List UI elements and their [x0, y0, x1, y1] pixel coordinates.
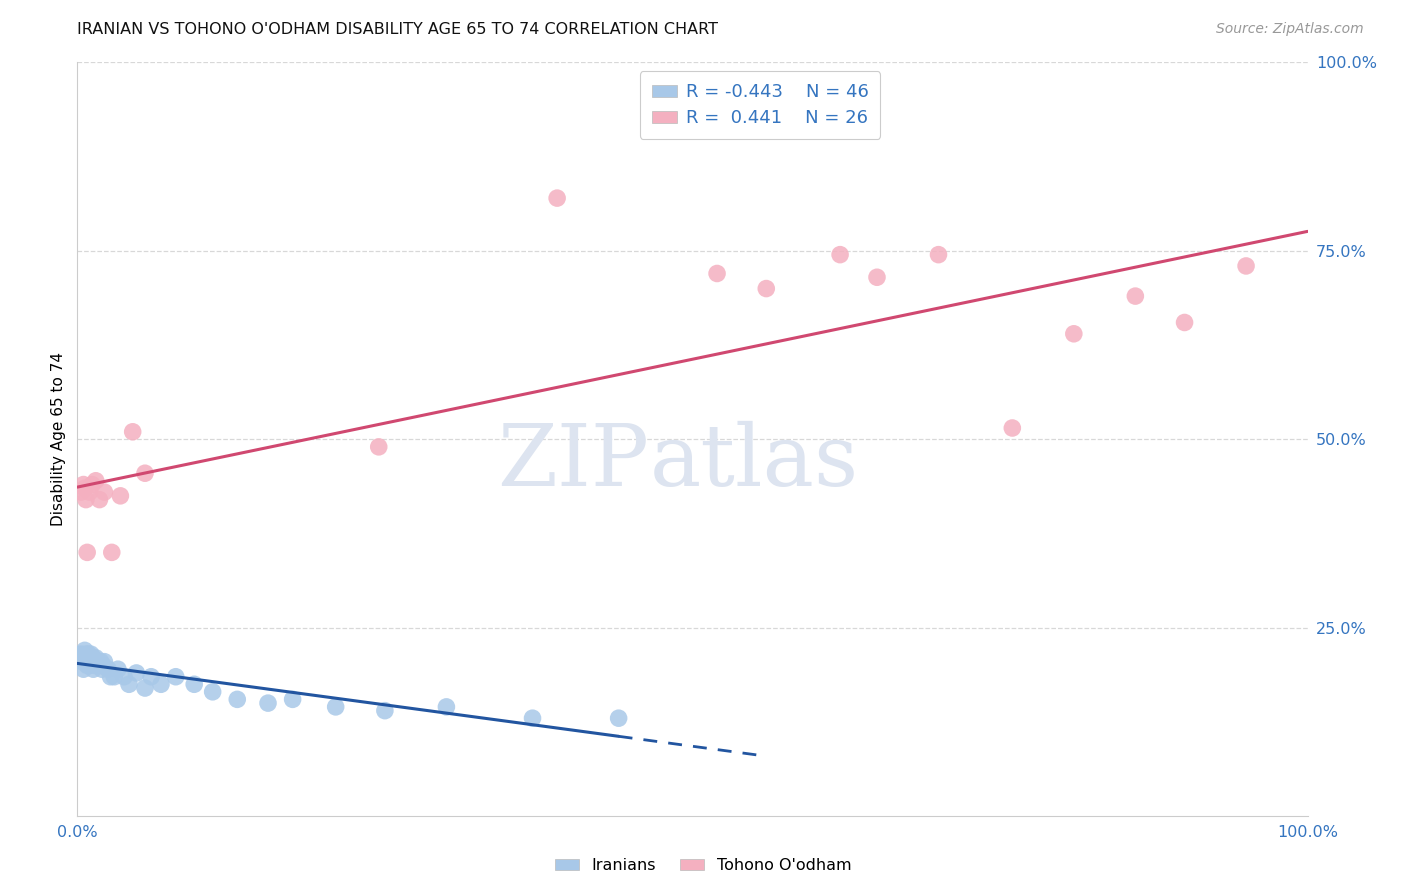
- Point: [80, 647, 103, 661]
- Point: [76, 658, 98, 673]
- Point: [72, 477, 94, 491]
- Text: ZIP: ZIP: [498, 420, 650, 503]
- Point: [84, 658, 107, 673]
- Point: [183, 677, 205, 691]
- Point: [82, 651, 104, 665]
- Point: [281, 692, 304, 706]
- Point: [110, 489, 132, 503]
- Point: [86, 658, 108, 673]
- Point: [70, 485, 93, 500]
- Point: [928, 247, 950, 261]
- Point: [91, 658, 114, 673]
- Point: [134, 681, 156, 695]
- Point: [93, 655, 115, 669]
- Point: [112, 670, 135, 684]
- Point: [79, 651, 101, 665]
- Point: [830, 247, 852, 261]
- Point: [201, 685, 224, 699]
- Point: [73, 643, 96, 657]
- Point: [107, 662, 129, 676]
- Point: [103, 670, 125, 684]
- Point: [101, 545, 124, 559]
- Point: [89, 658, 111, 673]
- Point: [755, 282, 778, 296]
- Point: [706, 267, 728, 281]
- Point: [84, 474, 107, 488]
- Point: [367, 440, 389, 454]
- Point: [607, 711, 630, 725]
- Point: [70, 647, 93, 661]
- Text: atlas: atlas: [650, 420, 859, 503]
- Text: Source: ZipAtlas.com: Source: ZipAtlas.com: [1216, 22, 1364, 37]
- Point: [1174, 316, 1197, 330]
- Point: [121, 425, 143, 439]
- Point: [79, 485, 101, 500]
- Point: [76, 655, 98, 669]
- Point: [1234, 259, 1257, 273]
- Point: [82, 655, 104, 669]
- Point: [77, 647, 100, 661]
- Point: [866, 270, 889, 285]
- Point: [257, 696, 280, 710]
- Point: [125, 665, 148, 680]
- Point: [75, 492, 97, 507]
- Y-axis label: Disability Age 65 to 74: Disability Age 65 to 74: [51, 352, 66, 526]
- Point: [546, 191, 568, 205]
- Point: [100, 670, 122, 684]
- Point: [374, 704, 396, 718]
- Point: [1001, 421, 1024, 435]
- Point: [82, 662, 104, 676]
- Point: [226, 692, 249, 706]
- Point: [75, 647, 97, 661]
- Point: [97, 662, 120, 676]
- Point: [90, 662, 114, 676]
- Point: [89, 492, 111, 507]
- Point: [82, 477, 104, 491]
- Point: [83, 655, 105, 669]
- Point: [118, 677, 141, 691]
- Point: [165, 670, 187, 684]
- Point: [1125, 289, 1147, 303]
- Point: [84, 651, 107, 665]
- Point: [76, 545, 98, 559]
- Text: IRANIAN VS TOHONO O'ODHAM DISABILITY AGE 65 TO 74 CORRELATION CHART: IRANIAN VS TOHONO O'ODHAM DISABILITY AGE…: [77, 22, 718, 37]
- Point: [436, 699, 458, 714]
- Point: [79, 658, 101, 673]
- Legend: Iranians, Tohono O'odham: Iranians, Tohono O'odham: [548, 852, 858, 880]
- Point: [134, 467, 156, 481]
- Point: [72, 651, 94, 665]
- Point: [90, 655, 112, 669]
- Point: [522, 711, 544, 725]
- Point: [141, 670, 163, 684]
- Point: [1063, 326, 1085, 341]
- Point: [73, 481, 96, 495]
- Point: [87, 655, 110, 669]
- Point: [93, 485, 115, 500]
- Point: [72, 662, 94, 676]
- Point: [150, 677, 173, 691]
- Point: [70, 655, 93, 669]
- Legend: R = -0.443    N = 46, R =  0.441    N = 26: R = -0.443 N = 46, R = 0.441 N = 26: [640, 71, 880, 139]
- Point: [325, 699, 347, 714]
